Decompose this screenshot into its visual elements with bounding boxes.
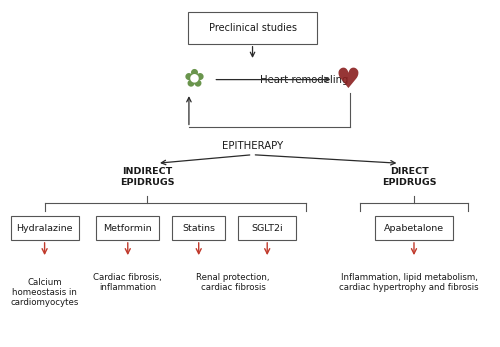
Text: Hydralazine: Hydralazine (16, 223, 73, 232)
Text: ♥: ♥ (336, 66, 360, 94)
FancyBboxPatch shape (10, 216, 78, 240)
Text: Heart remodeling: Heart remodeling (260, 75, 348, 85)
Text: Inflammation, lipid metabolism,
cardiac hypertrophy and fibrosis: Inflammation, lipid metabolism, cardiac … (340, 272, 479, 292)
Text: Apabetalone: Apabetalone (384, 223, 444, 232)
Text: ✿: ✿ (184, 68, 204, 92)
Text: Statins: Statins (182, 223, 215, 232)
Text: Calcium
homeostasis in
cardiomyocytes: Calcium homeostasis in cardiomyocytes (10, 278, 79, 307)
FancyBboxPatch shape (188, 12, 317, 44)
Text: Preclinical studies: Preclinical studies (208, 23, 296, 33)
FancyBboxPatch shape (238, 216, 296, 240)
Text: Renal protection,
cardiac fibrosis: Renal protection, cardiac fibrosis (196, 272, 270, 292)
Text: SGLT2i: SGLT2i (252, 223, 283, 232)
Text: Cardiac fibrosis,
inflammation: Cardiac fibrosis, inflammation (94, 272, 162, 292)
FancyBboxPatch shape (172, 216, 226, 240)
Text: DIRECT
EPIDRUGS: DIRECT EPIDRUGS (382, 167, 436, 187)
FancyBboxPatch shape (375, 216, 453, 240)
Text: Metformin: Metformin (104, 223, 152, 232)
Text: INDIRECT
EPIDRUGS: INDIRECT EPIDRUGS (120, 167, 174, 187)
FancyBboxPatch shape (96, 216, 160, 240)
Text: EPITHERAPY: EPITHERAPY (222, 141, 283, 151)
